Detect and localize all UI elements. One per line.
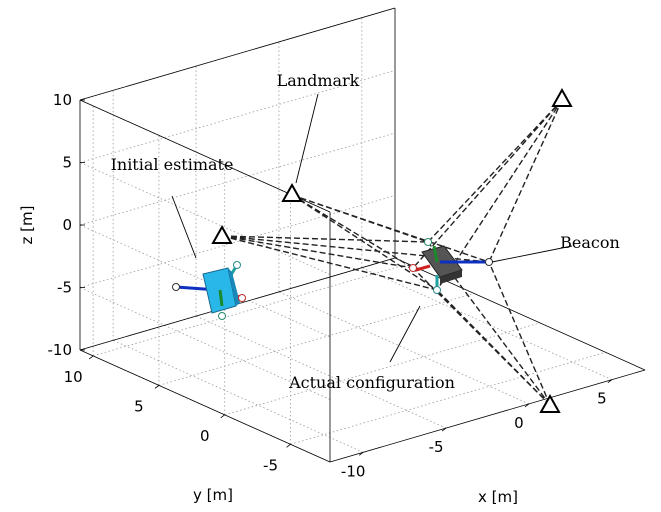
z-tick-label: 5 (62, 154, 72, 172)
y-axis-label: y [m] (193, 486, 233, 504)
grid-line (93, 264, 408, 356)
tick-mark (287, 444, 291, 447)
actual-configuration (410, 239, 493, 294)
grid-line (225, 323, 540, 415)
x-axis-label: x [m] (478, 488, 518, 506)
grid-line (362, 268, 612, 380)
scene: Landmark Initial estimate Beacon Actual … (111, 71, 620, 412)
y-tick-label: 10 (64, 368, 83, 386)
grid-line (80, 196, 395, 288)
tick-mark (155, 385, 159, 388)
grid-line (113, 340, 363, 452)
pointers (172, 94, 572, 362)
axis-line (395, 258, 645, 370)
z-tick-label: 0 (62, 216, 72, 234)
y-tick-label: -5 (263, 456, 278, 474)
grid-line (80, 133, 395, 225)
tick-mark (221, 415, 225, 418)
grid-line (80, 163, 330, 275)
x-tick-label: -5 (429, 438, 444, 456)
axis-line (80, 350, 330, 462)
z-tick-label: -10 (48, 341, 73, 359)
tick-mark (89, 356, 93, 359)
chart: -10 -5 0 5 -5 0 5 10 -10 -5 0 5 10 (0, 0, 661, 512)
grid-line (159, 293, 474, 385)
y-tick-label: 0 (200, 427, 210, 445)
y-tick-label: 5 (134, 397, 144, 415)
z-tick-label: 10 (53, 91, 72, 109)
z-tick-label: -5 (57, 279, 72, 297)
x-tick-label: 5 (597, 390, 607, 408)
x-tick-label: 0 (514, 414, 524, 432)
annotation: Initial estimate (111, 155, 234, 174)
initial-estimate (173, 262, 246, 320)
grid-line (291, 352, 606, 444)
annotation: Landmark (277, 71, 360, 90)
measurement-lines (222, 100, 562, 405)
annotation: Beacon (560, 233, 620, 252)
z-axis-label: z [m] (18, 206, 36, 245)
annotation: Actual configuration (288, 373, 455, 392)
landmarks (213, 90, 571, 412)
x-tick-label: -10 (341, 462, 366, 480)
